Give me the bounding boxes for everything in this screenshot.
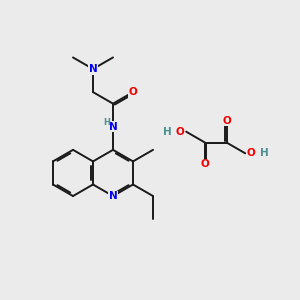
Text: O: O: [222, 116, 231, 126]
Text: O: O: [247, 148, 256, 158]
Text: O: O: [200, 159, 209, 169]
Text: H: H: [103, 118, 110, 127]
Text: O: O: [176, 127, 185, 137]
Text: O: O: [129, 87, 137, 97]
Text: H: H: [260, 148, 268, 158]
Text: H: H: [163, 127, 172, 137]
Text: N: N: [109, 122, 117, 132]
Text: N: N: [109, 191, 117, 201]
Text: N: N: [88, 64, 98, 74]
